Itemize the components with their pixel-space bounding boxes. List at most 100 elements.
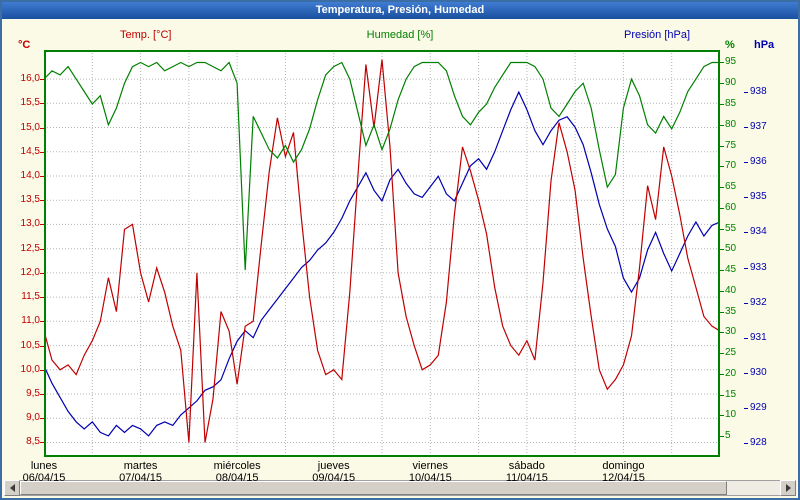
temp-tick-mark xyxy=(40,272,44,274)
day-name-label: sábado xyxy=(508,460,545,472)
humidity-tick-label: 50 xyxy=(725,243,737,255)
temp-tick-label: 15,0 xyxy=(20,121,40,133)
temp-series-line xyxy=(44,59,720,443)
temp-tick-mark xyxy=(40,345,44,347)
humidity-tick-mark xyxy=(720,145,724,147)
pressure-tick-mark xyxy=(744,337,748,339)
legend-row: Temp. [°C] Humedad [%] Presión [hPa] xyxy=(2,29,798,43)
title-bar: Temperatura, Presión, Humedad xyxy=(2,2,798,19)
humidity-tick-mark xyxy=(720,83,724,85)
day-name-label: viernes xyxy=(412,460,449,472)
plot-frame xyxy=(44,50,720,457)
humidity-tick-mark xyxy=(720,166,724,168)
humidity-tick-label: 45 xyxy=(725,264,737,276)
legend-temperature: Temp. [°C] xyxy=(120,29,172,41)
scroll-right-button[interactable] xyxy=(780,480,796,496)
temp-tick-label: 9,5 xyxy=(26,388,40,399)
temp-tick-label: 13,5 xyxy=(20,194,40,206)
pressure-tick-mark xyxy=(744,372,748,374)
temp-tick-label: 10,0 xyxy=(20,363,40,375)
humidity-tick-label: 40 xyxy=(725,284,737,296)
day-name-label: jueves xyxy=(317,460,350,472)
temp-tick-mark xyxy=(40,394,44,395)
temp-tick-mark xyxy=(40,248,44,250)
humidity-tick-mark xyxy=(720,415,724,417)
pressure-tick-label: 929 xyxy=(750,401,767,413)
humidity-tick-label: 15 xyxy=(725,388,737,400)
humidity-tick-label: 85 xyxy=(725,97,737,109)
humidity-tick-mark xyxy=(720,394,724,396)
humidity-tick-label: 30 xyxy=(725,326,737,338)
chart-canvas xyxy=(44,50,720,457)
humidity-tick-mark xyxy=(720,62,724,64)
humidity-tick-label: 60 xyxy=(725,201,737,213)
humidity-tick-label: 90 xyxy=(725,77,737,89)
pressure-series-line xyxy=(44,90,720,437)
pressure-tick-label: 936 xyxy=(750,156,767,168)
humidity-tick-mark xyxy=(720,332,724,334)
day-date-label: 07/04/15 xyxy=(119,472,162,484)
temp-tick-mark xyxy=(40,297,44,299)
pressure-tick-mark xyxy=(744,442,748,444)
day-date-label: 08/04/15 xyxy=(215,472,259,484)
day-date-label: 10/04/15 xyxy=(408,472,452,484)
scrollbar-thumb[interactable] xyxy=(20,481,727,495)
humidity-tick-mark xyxy=(720,290,724,292)
humidity-tick-label: 20 xyxy=(725,367,737,379)
scrollbar-track[interactable] xyxy=(20,480,780,496)
humidity-tick-label: 25 xyxy=(725,347,737,359)
day-date-label: 11/04/15 xyxy=(505,472,548,484)
humidity-tick-label: 55 xyxy=(725,222,737,234)
pressure-tick-mark xyxy=(744,267,748,269)
temp-tick-label: 16,0 xyxy=(20,73,40,85)
temp-tick-label: 11,0 xyxy=(21,315,40,327)
scroll-left-icon xyxy=(9,484,15,492)
humidity-tick-mark xyxy=(720,228,724,230)
temp-tick-mark xyxy=(40,418,44,420)
humidity-tick-label: 95 xyxy=(725,56,737,68)
temp-tick-label: 10,5 xyxy=(20,339,40,351)
humidity-axis-unit: % xyxy=(725,39,735,51)
temp-tick-mark xyxy=(40,369,44,371)
horizontal-scrollbar xyxy=(4,480,796,496)
day-date-label: 12/04/15 xyxy=(602,472,645,484)
humidity-tick-mark xyxy=(720,311,724,313)
pressure-tick-mark xyxy=(744,162,748,164)
temp-tick-mark xyxy=(40,321,44,323)
day-date-label: 09/04/15 xyxy=(312,472,356,484)
humidity-series-line xyxy=(44,61,720,271)
pressure-tick-label: 933 xyxy=(750,261,767,273)
temp-axis-unit: °C xyxy=(18,39,31,51)
temp-tick-label: 15,5 xyxy=(20,97,40,109)
scroll-right-icon xyxy=(785,484,791,492)
temp-tick-mark xyxy=(40,224,44,226)
pressure-tick-mark xyxy=(744,92,748,94)
humidity-tick-mark xyxy=(720,103,724,105)
temp-tick-label: 12,0 xyxy=(20,266,40,278)
pressure-tick-mark xyxy=(744,407,748,409)
pressure-tick-label: 935 xyxy=(750,191,767,203)
humidity-tick-mark xyxy=(720,124,724,126)
temp-tick-mark xyxy=(40,442,44,444)
humidity-tick-mark xyxy=(720,373,724,375)
temp-tick-mark xyxy=(40,200,44,202)
humidity-tick-mark xyxy=(720,207,724,209)
pressure-tick-mark xyxy=(744,197,748,199)
temp-tick-mark xyxy=(40,79,44,81)
humidity-tick-label: 65 xyxy=(725,181,737,193)
scroll-left-button[interactable] xyxy=(4,480,20,496)
temp-tick-label: 12,5 xyxy=(20,242,40,254)
day-date-label: 06/04/15 xyxy=(22,472,66,484)
legend-pressure: Presión [hPa] xyxy=(624,29,691,41)
pressure-tick-mark xyxy=(744,127,748,129)
humidity-tick-label: 80 xyxy=(725,118,737,130)
plot-area xyxy=(44,50,720,457)
humidity-tick-label: 35 xyxy=(725,305,737,317)
humidity-tick-mark xyxy=(720,436,724,438)
pressure-tick-label: 931 xyxy=(750,331,767,343)
pressure-tick-label: 934 xyxy=(750,226,767,238)
humidity-tick-label: 5 xyxy=(725,430,731,442)
pressure-tick-mark xyxy=(744,302,748,304)
temp-tick-label: 13,0 xyxy=(20,218,40,230)
humidity-tick-mark xyxy=(720,187,724,189)
